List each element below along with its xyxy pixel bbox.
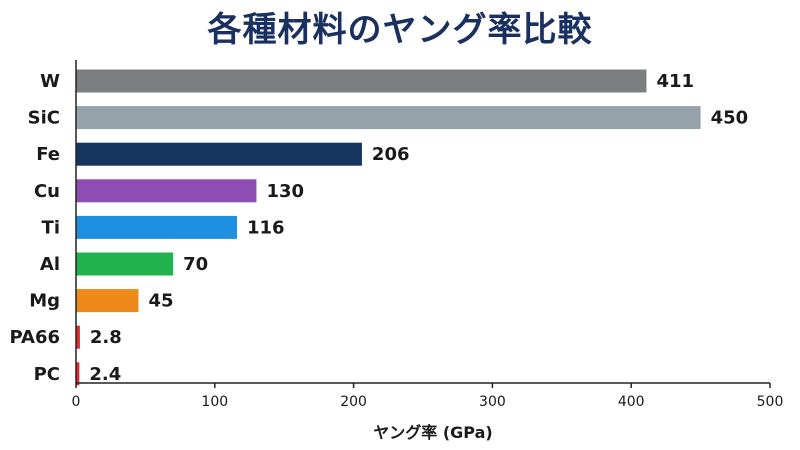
value-label: 450 <box>711 108 749 129</box>
x-tick-label: 200 <box>340 394 367 410</box>
category-label: PC <box>34 364 60 385</box>
chart-title: 各種材料のヤング率比較 <box>207 10 593 50</box>
x-axis-title: ヤング率 (GPa) <box>373 423 492 442</box>
category-label: Ti <box>42 217 60 238</box>
bar <box>76 142 362 166</box>
value-label: 70 <box>183 254 208 275</box>
x-tick-label: 400 <box>618 394 645 410</box>
bar <box>76 215 238 239</box>
category-label: W <box>40 71 60 92</box>
value-label: 116 <box>247 217 285 238</box>
bar <box>76 179 257 203</box>
x-ticks-group: 0 100 200 300 400 500 <box>72 383 784 410</box>
x-tick-label: 0 <box>72 394 81 410</box>
bars-group: W 411 SiC 450 Fe 206 Cu 130 Ti 116 Al 70 Mg 45 PA66 2.8… <box>9 69 749 386</box>
value-label: 206 <box>372 144 410 165</box>
category-label: Cu <box>34 181 60 202</box>
bar <box>76 325 80 349</box>
x-tick-label: 300 <box>479 394 506 410</box>
x-tick-label: 500 <box>757 394 784 410</box>
value-label: 130 <box>266 181 304 202</box>
category-label: SiC <box>28 108 60 129</box>
value-label: 2.4 <box>89 364 121 385</box>
value-label: 2.8 <box>90 327 122 348</box>
bar <box>76 252 174 276</box>
value-label: 411 <box>656 71 694 92</box>
category-label: Al <box>40 254 60 275</box>
bar <box>76 362 80 386</box>
value-label: 45 <box>148 291 173 312</box>
x-tick-label: 100 <box>201 394 228 410</box>
category-label: PA66 <box>9 327 60 348</box>
category-label: Fe <box>36 144 60 165</box>
bar <box>76 106 701 130</box>
axes-group <box>75 60 770 384</box>
category-label: Mg <box>29 291 60 312</box>
bar <box>76 289 139 313</box>
bar <box>76 69 647 93</box>
